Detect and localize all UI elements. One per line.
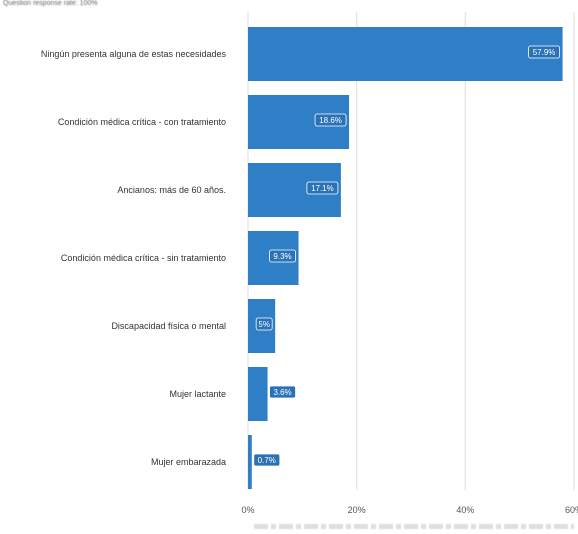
x-tick-label: 0% xyxy=(241,505,254,515)
bar xyxy=(248,27,563,81)
category-label: Condición médica crítica - con tratamien… xyxy=(58,117,226,127)
category-label: Condición médica crítica - sin tratamien… xyxy=(61,253,226,263)
data-label-bg xyxy=(314,113,347,127)
data-labels: 57.9% 18.6% 17.1% 9.3% 5% 3.6% 0.7% xyxy=(253,45,560,467)
response-rate-note: Question response rate: 100% xyxy=(3,0,98,7)
x-axis-ticks: 0% 20% 40% 60% xyxy=(241,505,578,515)
data-label: 3.6% xyxy=(273,388,291,397)
data-label-bg xyxy=(269,249,296,263)
data-label: 9.3% xyxy=(273,252,291,261)
data-label-bg xyxy=(253,453,281,467)
bar xyxy=(248,367,268,421)
data-label-bg xyxy=(528,45,560,59)
bar xyxy=(248,435,252,489)
category-label: Ningún presenta alguna de estas necesida… xyxy=(41,49,227,59)
data-label: 0.7% xyxy=(258,456,276,465)
data-label-bg xyxy=(255,317,273,331)
bars xyxy=(248,27,563,489)
data-label: 17.1% xyxy=(311,184,334,193)
category-label: Discapacidad física o mental xyxy=(111,321,226,331)
category-labels: Ningún presenta alguna de estas necesida… xyxy=(41,49,227,467)
category-label: Mujer embarazada xyxy=(151,457,226,467)
category-label: Mujer lactante xyxy=(169,389,226,399)
x-tick-label: 60% xyxy=(565,505,578,515)
data-label-bg xyxy=(269,385,296,399)
data-label: 5% xyxy=(258,320,270,329)
data-label: 18.6% xyxy=(319,116,342,125)
x-tick-label: 20% xyxy=(348,505,366,515)
data-label-bg xyxy=(306,181,339,195)
data-label: 57.9% xyxy=(533,48,556,57)
x-tick-label: 40% xyxy=(456,505,474,515)
category-label: Ancianos: más de 60 años. xyxy=(117,185,226,195)
footer-source-note xyxy=(254,524,574,529)
